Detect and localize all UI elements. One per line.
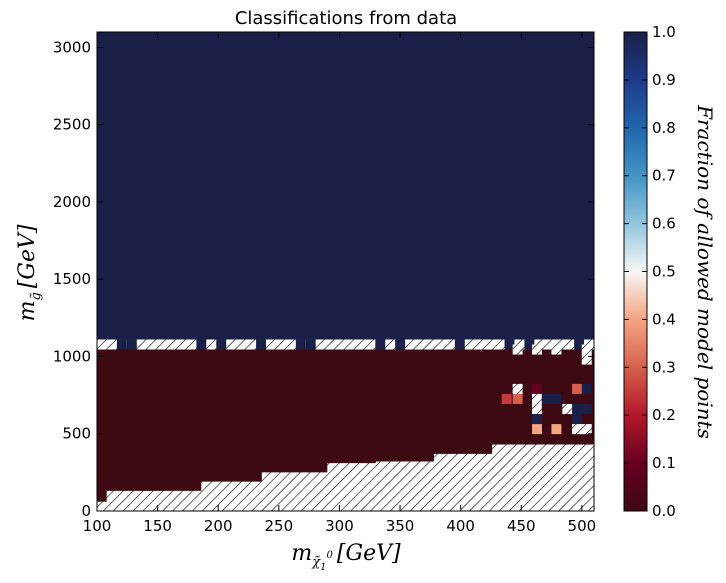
colorbar-tick-label: 0.8 [652,119,676,137]
heatmap-cell [581,424,592,435]
band-cell [524,339,535,350]
heatmap-cell [551,344,562,355]
heatmap-cell [512,393,523,404]
colorbar-tick-label: 0.9 [652,71,676,89]
x-tick-label: 200 [204,517,233,535]
band-cell [574,339,585,350]
plot-area [96,31,595,512]
band-cell [305,339,316,350]
heatmap-cell [581,383,592,394]
band-cell [295,339,306,350]
heatmap-cell [551,393,562,404]
band-cell [126,339,137,350]
heatmap-cell [512,344,523,355]
colorbar-tick-label: 0.0 [652,502,676,520]
colorbar-tick-label: 0.1 [652,454,676,472]
heatmap-cell [532,344,542,355]
plot-frame [96,31,595,512]
x-tick-label: 100 [83,517,112,535]
y-tick-label: 2000 [53,193,91,211]
x-tick-label: 400 [446,517,475,535]
y-tick-label: 500 [62,425,91,443]
x-tick-label: 350 [386,517,415,535]
heatmap-cell [541,414,552,425]
heatmap-cell [572,383,582,394]
colorbar-tick-label: 1.0 [652,23,676,41]
heatmap-cell [572,393,582,404]
y-axis: 0 500 1000 1500 2000 2500 3000 [53,38,594,520]
heatmap-cell [512,383,523,394]
x-tick-label: 300 [325,517,354,535]
heatmap-cell [581,344,592,355]
band-cell [504,339,515,350]
heatmap-cell [581,403,592,415]
band-cell [375,339,386,350]
band-cell [454,339,465,350]
y-tick-label: 0 [81,502,91,520]
heatmap-cell [532,383,542,394]
heatmap-cell [501,393,512,404]
y-tick-label: 1500 [53,270,91,288]
x-tick-label: 250 [265,517,294,535]
heatmap-cell [581,354,592,365]
x-axis-label: mχ̃10 [GeV] [291,541,401,573]
colorbar-label: Fraction of allowed model points [693,104,717,439]
y-axis-label: mg̃[GeV] [15,224,44,321]
x-tick-label: 500 [568,517,597,535]
colorbar-tick-label: 0.2 [652,406,676,424]
band-cell [216,339,227,350]
colorbar-tick-label: 0.4 [652,310,676,328]
colorbar-tick-label: 0.6 [652,215,676,233]
heatmap-cell [541,403,552,415]
band-cell [256,339,266,350]
y-tick-label: 3000 [53,38,91,56]
band-cell [116,339,127,350]
heatmap-cell [572,424,582,435]
colorbar-tick-label: 0.3 [652,358,676,376]
heatmap-cell [572,403,582,415]
heatmap-cell [562,403,573,415]
x-axis: 100 150 200 250 300 350 400 450 500 [83,32,597,535]
x-tick-label: 450 [507,517,536,535]
x-tick-label: 150 [143,517,172,535]
heatmap-cell [572,414,582,425]
colorbar: 0.0 0.1 0.2 0.3 0.4 0.5 0.6 0.7 0.8 0.9 1.0 [623,23,676,520]
heatmap-cell [532,403,542,415]
band-cell [395,339,406,350]
heatmap-cell [532,424,542,435]
y-tick-label: 1000 [53,347,91,365]
heatmap-cell [551,383,562,394]
colorbar-tick-label: 0.7 [652,167,676,185]
heatmap-cell [541,393,552,404]
heatmap-cell [551,424,562,435]
band-cell [196,339,207,350]
heatmap-cell [532,414,542,425]
colorbar-tick-label: 0.5 [652,263,676,281]
y-tick-label: 2500 [53,116,91,134]
chart-title: Classifications from data [235,8,457,29]
allowed-region [97,32,594,340]
excluded-region [97,349,594,502]
heatmap-cell [532,393,542,404]
